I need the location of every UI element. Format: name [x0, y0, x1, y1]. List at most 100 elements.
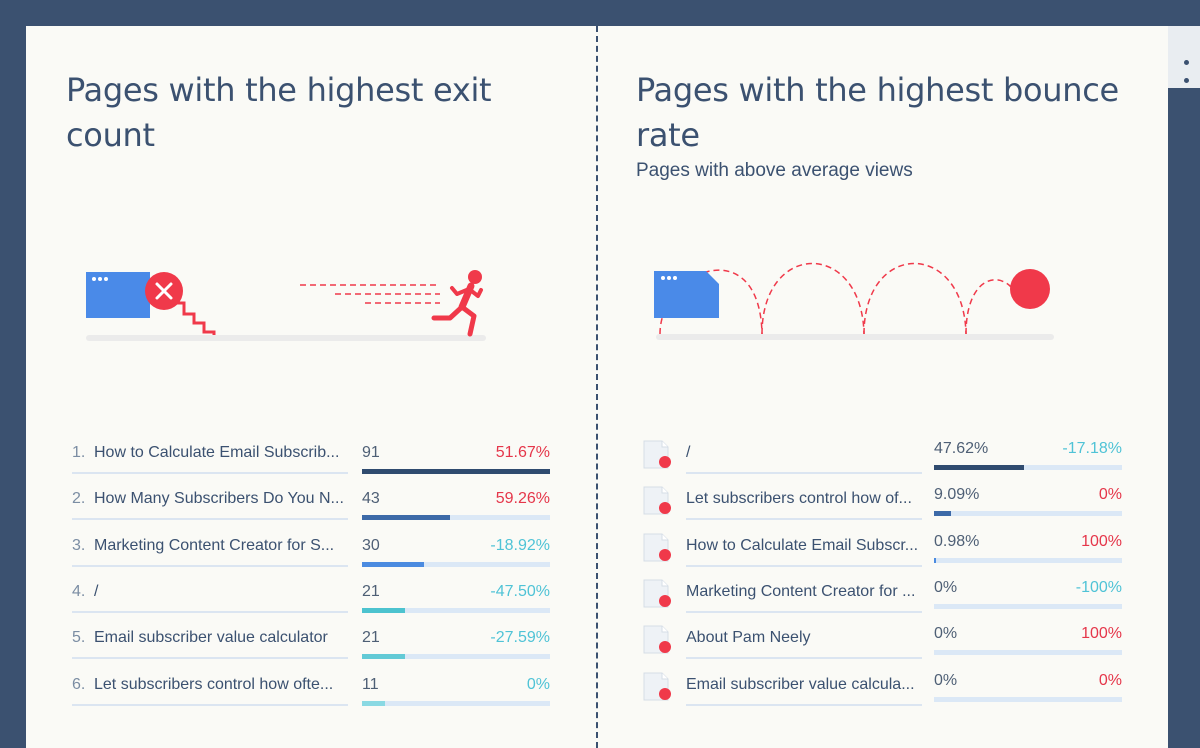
- bounce-rate-value: 0.98%: [934, 532, 980, 550]
- bounce-table-row[interactable]: How to Calculate Email Subscr... 0.98% 100…: [642, 521, 1122, 567]
- row-separator: [72, 564, 348, 567]
- row-rank: 5.: [72, 629, 86, 647]
- exit-count-value: 21: [362, 629, 380, 647]
- exit-bar-track: [362, 607, 550, 613]
- change-percent: -18.92%: [490, 536, 550, 554]
- bounce-rate-value: 0%: [934, 625, 958, 643]
- bounce-rate-title: Pages with the highest bounce rate: [636, 71, 1119, 154]
- change-percent: 100%: [1081, 625, 1122, 643]
- row-separator: [72, 703, 348, 706]
- bounce-bar-fill: [934, 465, 1025, 470]
- exit-count-value: 91: [362, 444, 380, 461]
- bounce-bar-track: [934, 696, 1122, 702]
- document-with-dot-icon: [643, 625, 671, 654]
- bounce-bar-track: [934, 650, 1122, 656]
- page-exit-illustration: [86, 270, 486, 341]
- change-percent: -17.18%: [1062, 440, 1122, 457]
- page-label[interactable]: /: [94, 582, 99, 600]
- row-separator: [686, 564, 922, 567]
- ground-line: [656, 334, 1054, 340]
- change-percent: -100%: [1075, 578, 1122, 596]
- row-rank: 4.: [72, 582, 86, 600]
- exit-count-value: 21: [362, 582, 380, 600]
- bouncing-ball-icon: [1010, 269, 1050, 309]
- change-percent: 51.67%: [495, 444, 550, 461]
- column-divider: [596, 26, 598, 748]
- more-dots-icon[interactable]: [1184, 52, 1200, 83]
- page-label[interactable]: Let subscribers control how ofte...: [94, 675, 334, 693]
- browser-window-icon: [86, 272, 150, 318]
- row-separator: [72, 518, 348, 521]
- row-separator: [72, 657, 348, 660]
- exit-bar-track: [362, 700, 550, 706]
- exit-bar-track: [362, 515, 550, 521]
- exit-table-row[interactable]: 2. How Many Subscribers Do You N... 43 59.2…: [72, 474, 550, 521]
- document-with-dot-icon: [643, 579, 671, 608]
- exit-table-row[interactable]: 3. Marketing Content Creator for S... 30 -1…: [72, 521, 550, 567]
- exit-bar-fill: [362, 654, 406, 660]
- exit-count-value: 11: [362, 675, 379, 693]
- change-percent: 0%: [1098, 486, 1122, 504]
- bounce-rate-value: 9.09%: [934, 486, 980, 504]
- exit-table-row[interactable]: 4. / 21 -47.50%: [72, 567, 550, 613]
- row-separator: [72, 610, 348, 613]
- exit-bar-fill: [362, 700, 385, 706]
- page-label[interactable]: Let subscribers control how of...: [686, 490, 912, 508]
- page-label[interactable]: /: [686, 444, 691, 461]
- bounce-table-row[interactable]: Marketing Content Creator for ... 0% -100%: [642, 567, 1122, 613]
- bounce-table-row[interactable]: About Pam Neely 0% 100%: [642, 613, 1122, 660]
- row-rank: 6.: [72, 675, 86, 693]
- page-label[interactable]: About Pam Neely: [686, 629, 811, 647]
- page-label[interactable]: Email subscriber value calculator: [94, 629, 328, 647]
- row-rank: 3.: [72, 536, 86, 554]
- page-label[interactable]: How to Calculate Email Subscr...: [686, 536, 919, 554]
- page-bounce-illustration: [654, 262, 1054, 340]
- bounce-bar-track: [934, 511, 1122, 517]
- exit-bar-fill: [362, 469, 550, 474]
- exit-bar-fill: [362, 561, 425, 567]
- page-label[interactable]: How Many Subscribers Do You N...: [94, 490, 344, 508]
- browser-window-icon: [654, 271, 719, 318]
- exit-bar-fill: [362, 607, 406, 613]
- page-label[interactable]: Marketing Content Creator for ...: [686, 582, 916, 600]
- page-label[interactable]: How to Calculate Email Subscrib...: [94, 444, 340, 461]
- bounce-rate-value: 47.62%: [934, 440, 989, 457]
- stairs-icon: [174, 301, 216, 335]
- exit-table-row[interactable]: 1. How to Calculate Email Subscrib... 91 51…: [72, 428, 550, 474]
- bounce-rate-value: 0%: [934, 578, 958, 596]
- change-percent: -47.50%: [490, 582, 550, 600]
- bounce-table-row[interactable]: Email subscriber value calcula... 0% 0%: [642, 660, 1122, 706]
- document-with-dot-icon: [643, 533, 671, 562]
- running-person-icon: [431, 270, 483, 337]
- exit-table-row[interactable]: 5. Email subscriber value calculator 21 -27…: [72, 613, 550, 660]
- change-percent: 59.26%: [495, 490, 550, 508]
- exit-table-row[interactable]: 6. Let subscribers control how ofte... 11 0…: [72, 660, 550, 706]
- row-separator: [72, 472, 348, 474]
- exit-bar-track: [362, 561, 550, 567]
- change-percent: 0%: [526, 675, 550, 693]
- row-separator: [686, 703, 922, 706]
- bounce-bar-fill: [934, 511, 951, 517]
- row-separator: [686, 518, 922, 521]
- row-rank: 2.: [72, 490, 86, 508]
- side-panel[interactable]: [1168, 26, 1200, 88]
- page-label[interactable]: Marketing Content Creator for S...: [94, 536, 335, 554]
- row-separator: [686, 610, 922, 613]
- bounce-table-row[interactable]: / 47.62% -17.18%: [642, 428, 1122, 474]
- change-percent: 100%: [1081, 532, 1122, 550]
- bounce-table-row[interactable]: Let subscribers control how of... 9.09% 0%: [642, 474, 1122, 521]
- bounce-bar-fill: [934, 557, 936, 563]
- exit-bar-track: [362, 469, 550, 474]
- row-separator: [686, 657, 922, 660]
- exit-bar-track: [362, 654, 550, 660]
- row-separator: [686, 472, 922, 474]
- page-label[interactable]: Email subscriber value calcula...: [686, 675, 915, 693]
- exit-bar-fill: [362, 515, 451, 521]
- ground-line: [86, 335, 486, 341]
- bounce-rate-value: 0%: [934, 671, 958, 689]
- change-percent: 0%: [1098, 671, 1122, 689]
- bounce-rate-subtitle: Pages with above average views: [636, 160, 913, 181]
- bounce-bar-track: [934, 603, 1122, 609]
- document-with-dot-icon: [643, 486, 671, 515]
- row-rank: 1.: [72, 444, 86, 461]
